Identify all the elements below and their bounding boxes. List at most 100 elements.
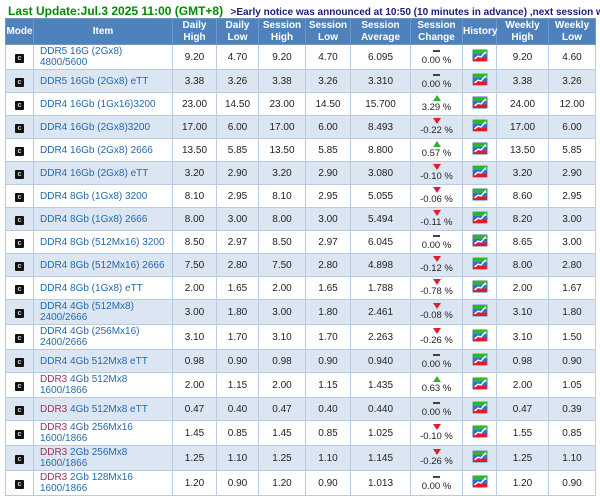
item-link[interactable]: DDR3 4Gb 256Mx16 1600/1866 bbox=[40, 422, 133, 444]
table-row: c DDR5 16Gb (2Gx8) eTT 3.38 3.26 3.38 3.… bbox=[5, 69, 596, 93]
session-average-cell: 1.145 bbox=[350, 445, 411, 471]
item-cell: DDR4 8Gb (512Mx16) 3200 bbox=[33, 230, 173, 254]
daily-high-cell: 2.00 bbox=[172, 372, 217, 398]
mode-cell: c bbox=[5, 161, 34, 185]
item-ddr3-prefix: DDR3 bbox=[40, 447, 68, 458]
col-header-history: History bbox=[462, 18, 497, 45]
table-row: c DDR4 16Gb (2Gx8) 2666 13.50 5.85 13.50… bbox=[5, 138, 596, 162]
daily-low-cell: 6.00 bbox=[216, 115, 259, 139]
mode-cell: c bbox=[5, 207, 34, 231]
history-chart-icon[interactable] bbox=[471, 142, 488, 155]
history-chart-icon[interactable] bbox=[471, 165, 488, 178]
weekly-low-cell: 1.10 bbox=[548, 445, 596, 471]
session-average-cell: 15.700 bbox=[350, 92, 411, 116]
item-link[interactable]: DDR4 8Gb (512Mx16) 2666 bbox=[40, 260, 165, 271]
item-link[interactable]: DDR4 4Gb (512Mx8) 2400/2666 bbox=[40, 301, 134, 323]
history-chart-icon[interactable] bbox=[471, 257, 488, 270]
item-link[interactable]: DDR4 8Gb (1Gx8) 2666 bbox=[40, 214, 147, 225]
item-cell: DDR3 2Gb 256Mx8 1600/1866 bbox=[33, 445, 173, 471]
session-change-cell: -0.11 % bbox=[410, 207, 463, 231]
daily-low-cell: 1.70 bbox=[216, 324, 259, 350]
history-chart-icon[interactable] bbox=[471, 211, 488, 224]
daily-high-cell: 0.47 bbox=[172, 397, 217, 421]
daily-high-cell: 23.00 bbox=[172, 92, 217, 116]
item-name: DDR4 8Gb (1Gx8) 2666 bbox=[40, 213, 148, 225]
item-link[interactable]: DDR4 8Gb (512Mx16) 3200 bbox=[40, 237, 165, 248]
daily-low-cell: 14.50 bbox=[216, 92, 259, 116]
history-chart-icon[interactable] bbox=[471, 450, 488, 463]
item-link[interactable]: DDR4 16Gb (2Gx8)3200 bbox=[40, 122, 150, 133]
session-high-cell: 0.98 bbox=[258, 349, 306, 373]
history-chart-icon[interactable] bbox=[471, 280, 488, 293]
mode-c-icon: c bbox=[15, 261, 24, 271]
daily-low-cell: 4.70 bbox=[216, 44, 259, 70]
history-chart-icon[interactable] bbox=[471, 377, 488, 390]
item-link[interactable]: DDR3 2Gb 256Mx8 1600/1866 bbox=[40, 447, 127, 469]
history-chart-icon[interactable] bbox=[471, 353, 488, 366]
session-average-cell: 1.025 bbox=[350, 420, 411, 446]
history-cell bbox=[462, 299, 497, 325]
daily-high-cell: 0.98 bbox=[172, 349, 217, 373]
history-chart-icon[interactable] bbox=[471, 329, 488, 342]
history-cell bbox=[462, 397, 497, 421]
session-average-cell: 8.493 bbox=[350, 115, 411, 139]
item-link[interactable]: DDR4 16Gb (2Gx8) 2666 bbox=[40, 145, 153, 156]
session-high-cell: 1.20 bbox=[258, 470, 306, 496]
item-name: DDR4 16Gb (2Gx8) 2666 bbox=[40, 144, 153, 156]
item-link[interactable]: DDR4 4Gb (256Mx16) 2400/2666 bbox=[40, 326, 139, 348]
change-percent: 0.00 % bbox=[421, 79, 452, 90]
item-link[interactable]: DDR5 16G (2Gx8) 4800/5600 bbox=[40, 46, 122, 68]
daily-high-cell: 13.50 bbox=[172, 138, 217, 162]
item-link[interactable]: DDR3 4Gb 512Mx8 eTT bbox=[40, 404, 148, 415]
history-cell bbox=[462, 230, 497, 254]
change-percent: 0.63 % bbox=[421, 383, 452, 394]
item-link[interactable]: DDR5 16Gb (2Gx8) eTT bbox=[40, 76, 148, 87]
history-chart-icon[interactable] bbox=[471, 401, 488, 414]
item-name: DDR4 8Gb (512Mx16) 3200 bbox=[40, 236, 165, 248]
item-link[interactable]: DDR3 4Gb 512Mx8 1600/1866 bbox=[40, 374, 127, 396]
update-notice-bar: Last Update:Jul.3 2025 11:00 (GMT+8) >Ea… bbox=[8, 2, 600, 20]
table-row: c DDR3 4Gb 256Mx16 1600/1866 1.45 0.85 1… bbox=[5, 420, 596, 446]
item-cell: DDR4 4Gb 512Mx8 eTT bbox=[33, 349, 173, 373]
history-cell bbox=[462, 324, 497, 350]
session-low-cell: 1.10 bbox=[305, 445, 351, 471]
down-arrow-icon bbox=[432, 164, 441, 170]
item-link[interactable]: DDR4 8Gb (1Gx8) 3200 bbox=[40, 191, 147, 202]
history-cell bbox=[462, 69, 497, 93]
item-link[interactable]: DDR3 2Gb 128Mx16 1600/1866 bbox=[40, 472, 133, 494]
daily-high-cell: 1.45 bbox=[172, 420, 217, 446]
mode-c-icon: c bbox=[15, 169, 24, 179]
weekly-high-cell: 8.65 bbox=[496, 230, 549, 254]
table-row: c DDR4 8Gb (1Gx8) 3200 8.10 2.95 8.10 2.… bbox=[5, 184, 596, 208]
session-high-cell: 3.00 bbox=[258, 299, 306, 325]
session-average-cell: 6.045 bbox=[350, 230, 411, 254]
mode-cell: c bbox=[5, 69, 34, 93]
mode-c-icon: c bbox=[15, 284, 24, 294]
history-chart-icon[interactable] bbox=[471, 234, 488, 247]
history-chart-icon[interactable] bbox=[471, 188, 488, 201]
history-chart-icon[interactable] bbox=[471, 475, 488, 488]
history-chart-icon[interactable] bbox=[471, 304, 488, 317]
table-row: c DDR4 16Gb (2Gx8) eTT 3.20 2.90 3.20 2.… bbox=[5, 161, 596, 185]
history-chart-icon[interactable] bbox=[471, 49, 488, 62]
mode-c-icon: c bbox=[15, 192, 24, 202]
history-chart-icon[interactable] bbox=[471, 119, 488, 132]
mode-c-icon: c bbox=[15, 100, 24, 110]
history-chart-icon[interactable] bbox=[471, 96, 488, 109]
daily-high-cell: 3.38 bbox=[172, 69, 217, 93]
item-link[interactable]: DDR4 16Gb (2Gx8) eTT bbox=[40, 168, 148, 179]
session-low-cell: 0.90 bbox=[305, 470, 351, 496]
history-chart-icon[interactable] bbox=[471, 73, 488, 86]
item-link[interactable]: DDR4 4Gb 512Mx8 eTT bbox=[40, 356, 148, 367]
item-link[interactable]: DDR4 16Gb (1Gx16)3200 bbox=[40, 99, 156, 110]
daily-low-cell: 2.95 bbox=[216, 184, 259, 208]
daily-low-cell: 2.97 bbox=[216, 230, 259, 254]
daily-high-cell: 2.00 bbox=[172, 276, 217, 300]
session-low-cell: 0.90 bbox=[305, 349, 351, 373]
col-header-mode: Mode bbox=[5, 18, 34, 45]
history-chart-icon[interactable] bbox=[471, 425, 488, 438]
session-high-cell: 7.50 bbox=[258, 253, 306, 277]
session-low-cell: 14.50 bbox=[305, 92, 351, 116]
item-link[interactable]: DDR4 8Gb (1Gx8) eTT bbox=[40, 283, 143, 294]
mode-cell: c bbox=[5, 397, 34, 421]
